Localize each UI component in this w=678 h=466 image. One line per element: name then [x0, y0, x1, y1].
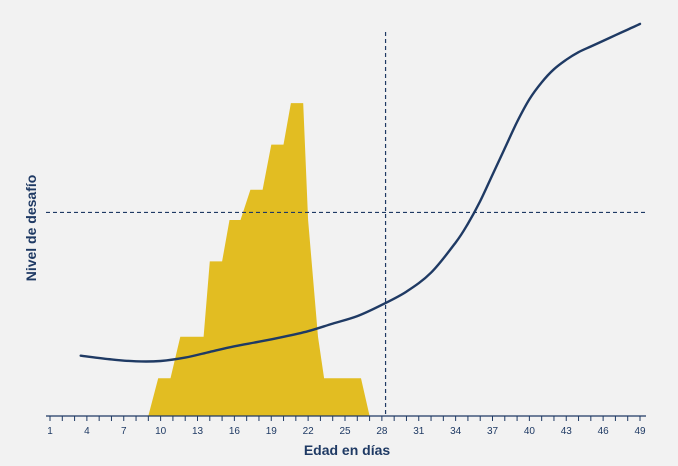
curve-layer [79, 22, 642, 363]
x-axis: 1 4 7 10 13 16 19 22 25 28 31 34 37 40 43 46 49 [46, 415, 646, 437]
x-tick-label: 40 [524, 426, 536, 437]
x-tick-label: 7 [121, 426, 127, 437]
x-tick-label: 10 [155, 426, 167, 437]
x-tick-label: 37 [487, 426, 499, 437]
x-tick-label: 1 [47, 426, 53, 437]
x-tick-label: 46 [598, 426, 610, 437]
x-tick-label: 31 [413, 426, 425, 437]
x-axis-title: Edad en días [304, 442, 391, 458]
area-layer [148, 103, 370, 416]
y-axis-title: Nivel de desafío [23, 175, 39, 282]
x-tick-label: 13 [192, 426, 204, 437]
x-tick-label: 4 [84, 426, 90, 437]
x-tick-label: 19 [266, 426, 278, 437]
curve-series [79, 22, 642, 363]
x-tick-label: 49 [634, 426, 646, 437]
x-tick-label: 43 [561, 426, 573, 437]
x-tick-label: 34 [450, 426, 462, 437]
reference-lines [46, 32, 646, 416]
x-tick-label: 16 [229, 426, 241, 437]
area-series [148, 103, 370, 416]
x-tick-label: 22 [303, 426, 315, 437]
x-tick-label: 28 [376, 426, 388, 437]
x-tick-label: 25 [339, 426, 351, 437]
